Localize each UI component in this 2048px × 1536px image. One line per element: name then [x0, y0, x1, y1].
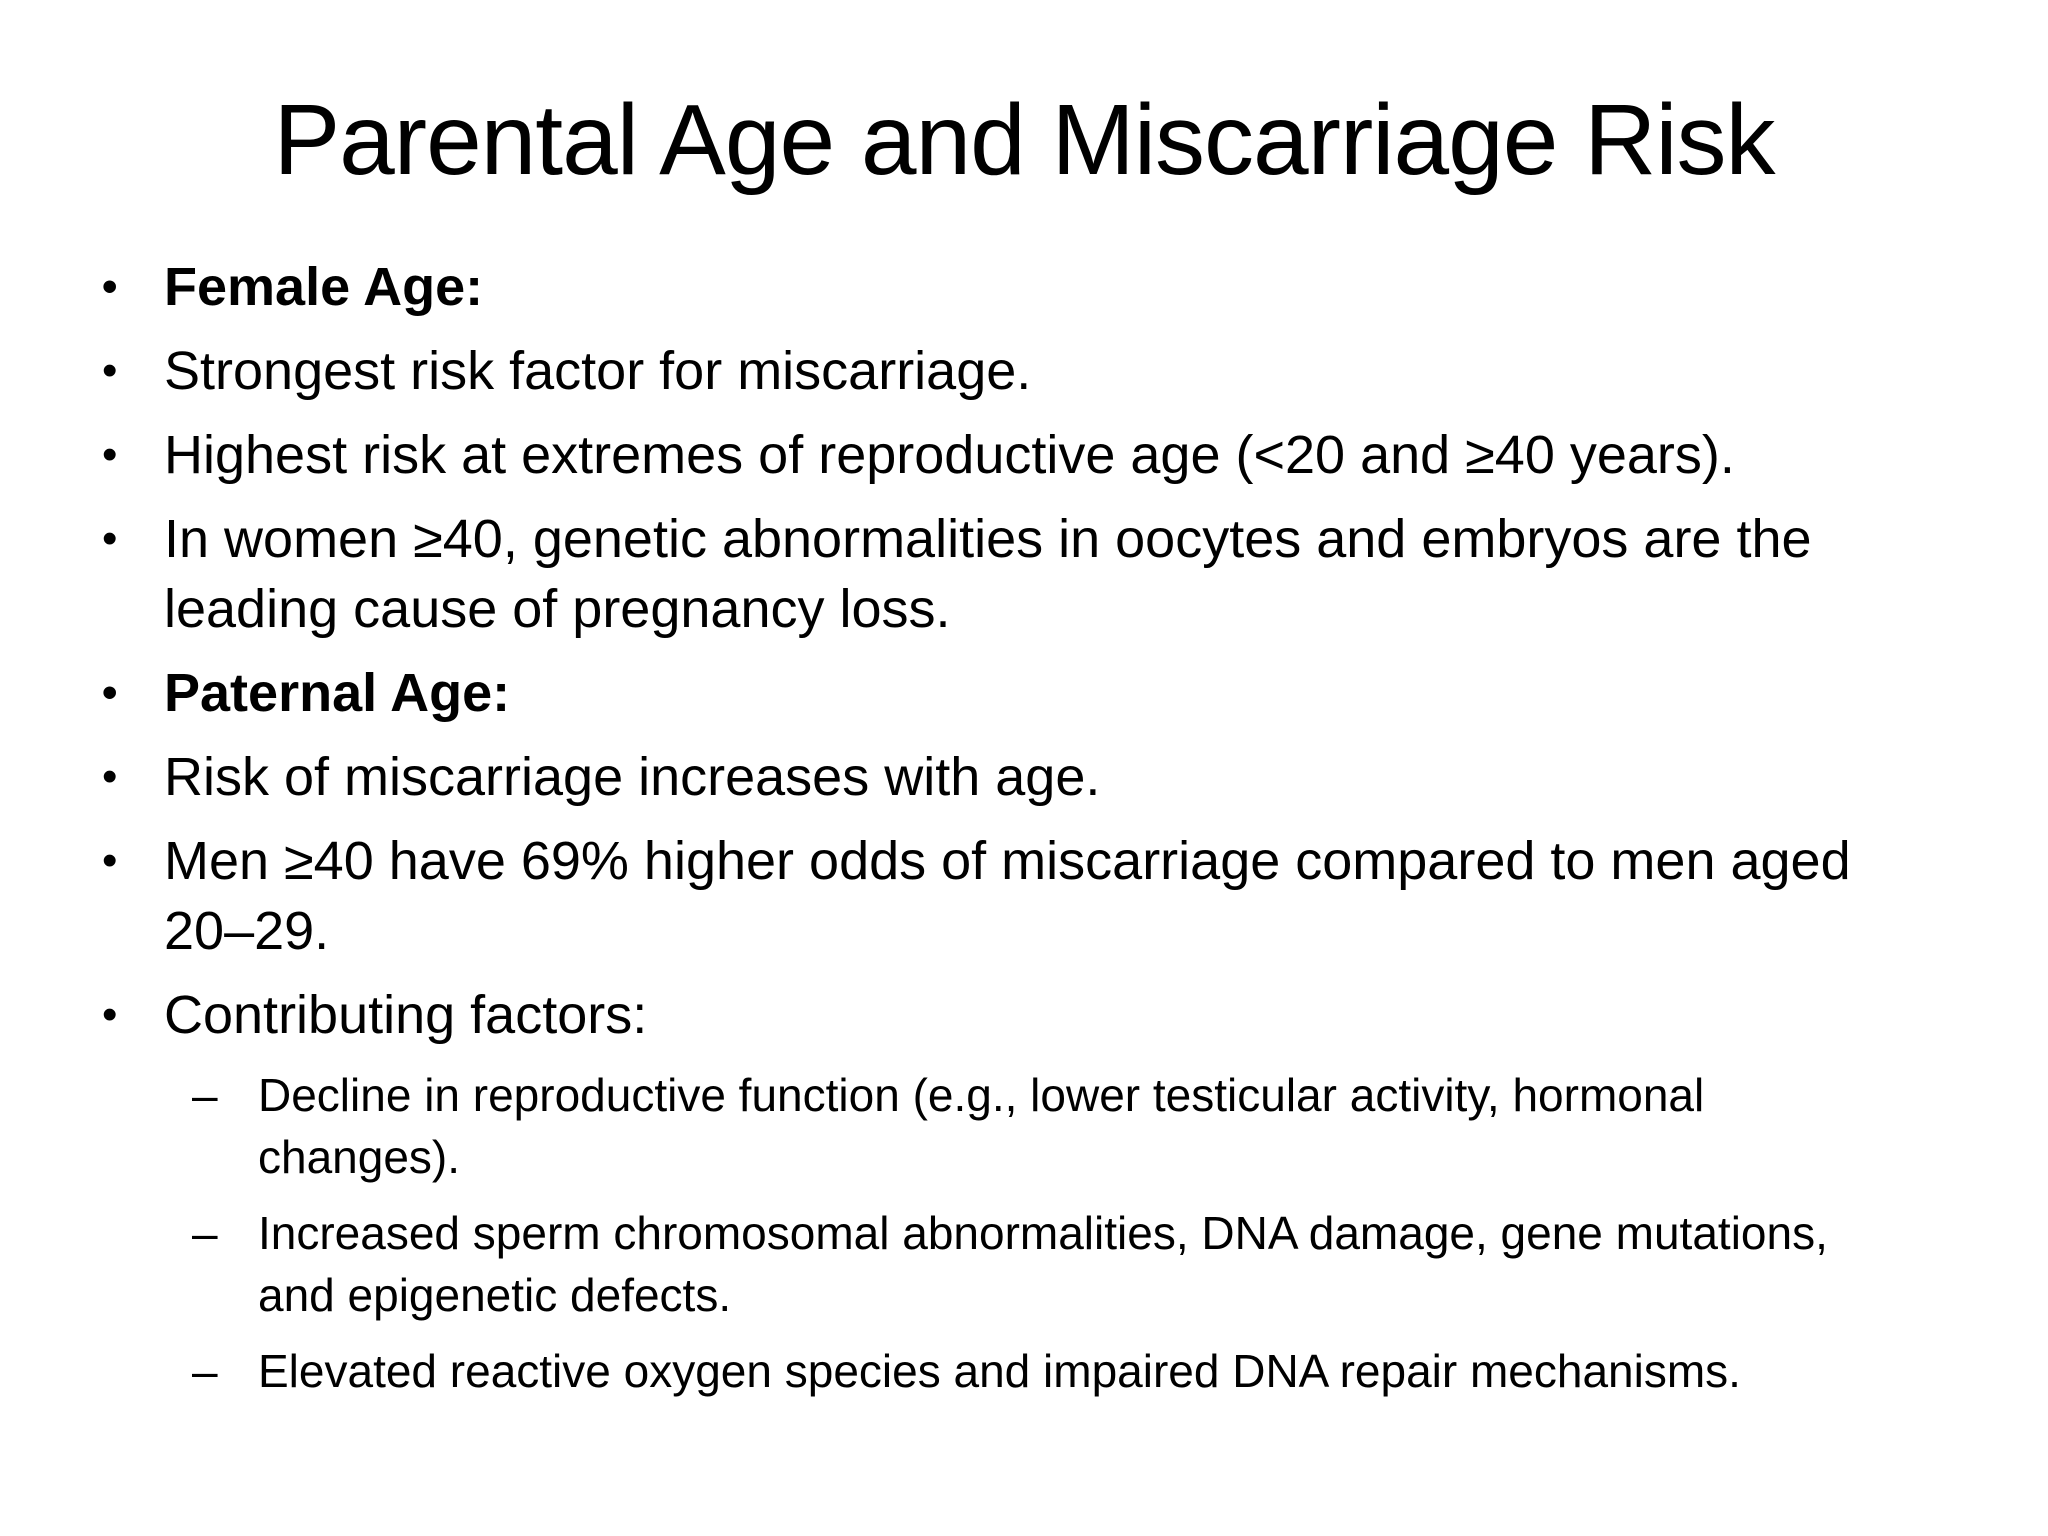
bullet-line: Paternal Age:: [164, 663, 511, 723]
bullet-line: Contributing factors:: [164, 985, 648, 1045]
slide-title: Parental Age and Miscarriage Risk: [273, 84, 1775, 196]
sub-bullet-item-sperm-abnormalities: – Increased sperm chromosomal abnormalit…: [0, 1202, 2048, 1326]
bullet-dot-icon: •: [102, 836, 118, 885]
bullet-line: leading cause of pregnancy loss.: [164, 579, 951, 639]
bullet-line: and epigenetic defects.: [258, 1269, 732, 1321]
bullet-item-risk-increases: • Risk of miscarriage increases with age…: [0, 742, 2048, 812]
bullet-item-strongest-risk: • Strongest risk factor for miscarriage.: [0, 336, 2048, 406]
bullet-line: Elevated reactive oxygen species and imp…: [258, 1345, 1741, 1397]
bullet-dot-icon: •: [102, 346, 118, 395]
bullet-text: Men ≥40 have 69% higher odds of miscarri…: [164, 826, 1851, 966]
bullet-line: Strongest risk factor for miscarriage.: [164, 341, 1032, 401]
bullet-dot-icon: •: [102, 262, 118, 311]
bullet-line: Men ≥40 have 69% higher odds of miscarri…: [164, 831, 1851, 891]
bullet-text: Risk of miscarriage increases with age.: [164, 742, 1100, 812]
bullet-line: Highest risk at extremes of reproductive…: [164, 425, 1735, 485]
bullet-item-female-age: • Female Age:: [0, 252, 2048, 322]
bullet-line: In women ≥40, genetic abnormalities in o…: [164, 509, 1812, 569]
bullet-dash-icon: –: [192, 1345, 218, 1397]
bullet-text: Strongest risk factor for miscarriage.: [164, 336, 1031, 406]
sub-bullet-item-reactive-oxygen: – Elevated reactive oxygen species and i…: [0, 1340, 2048, 1402]
bullet-item-highest-risk: • Highest risk at extremes of reproducti…: [0, 420, 2048, 490]
bullet-text: Female Age:: [164, 252, 483, 322]
bullet-line: Decline in reproductive function (e.g., …: [258, 1069, 1705, 1121]
bullet-line: Female Age:: [164, 257, 484, 317]
bullet-text: Contributing factors:: [164, 980, 647, 1050]
bullet-dot-icon: •: [102, 430, 118, 479]
bullet-item-men-40-odds: • Men ≥40 have 69% higher odds of miscar…: [0, 826, 2048, 966]
bullet-text: Increased sperm chromosomal abnormalitie…: [258, 1202, 1828, 1326]
bullet-text: Highest risk at extremes of reproductive…: [164, 420, 1735, 490]
bullet-line: Increased sperm chromosomal abnormalitie…: [258, 1207, 1828, 1259]
bullet-dot-icon: •: [102, 752, 118, 801]
bullet-dot-icon: •: [102, 514, 118, 563]
bullet-line: Risk of miscarriage increases with age.: [164, 747, 1101, 807]
bullet-text: Elevated reactive oxygen species and imp…: [258, 1340, 1741, 1402]
bullet-item-contributing-factors: • Contributing factors:: [0, 980, 2048, 1050]
bullet-line: 20–29.: [164, 901, 330, 961]
sub-bullet-item-decline: – Decline in reproductive function (e.g.…: [0, 1064, 2048, 1188]
bullet-text: Decline in reproductive function (e.g., …: [258, 1064, 1704, 1188]
bullet-item-women-40: • In women ≥40, genetic abnormalities in…: [0, 504, 2048, 644]
bullet-text: In women ≥40, genetic abnormalities in o…: [164, 504, 1812, 644]
bullet-list: • Female Age: • Strongest risk factor fo…: [0, 252, 2048, 1416]
bullet-dot-icon: •: [102, 990, 118, 1039]
bullet-dash-icon: –: [192, 1207, 218, 1259]
bullet-dash-icon: –: [192, 1069, 218, 1121]
bullet-text: Paternal Age:: [164, 658, 510, 728]
bullet-line: changes).: [258, 1131, 461, 1183]
bullet-item-paternal-age: • Paternal Age:: [0, 658, 2048, 728]
bullet-dot-icon: •: [102, 668, 118, 717]
